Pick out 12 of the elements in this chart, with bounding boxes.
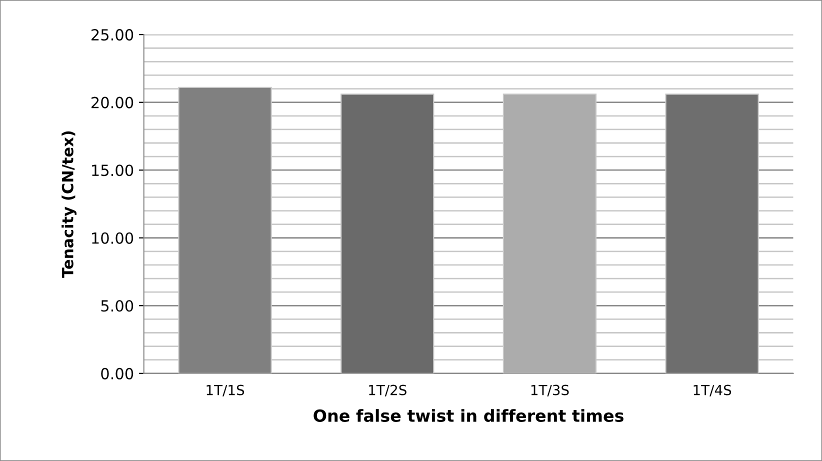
y-tick-label: 10.00 xyxy=(92,232,134,244)
x-tick-label: 1T/1S xyxy=(206,384,244,396)
x-axis-title: One false twist in different times xyxy=(314,409,624,422)
y-axis-title: Tenacity (CN/tex) xyxy=(62,131,76,278)
y-tick-label: 20.00 xyxy=(92,96,134,108)
x-tick-label: 1T/3S xyxy=(531,384,569,396)
y-tick-label: 0.00 xyxy=(101,368,134,380)
x-tick-label: 1T/4S xyxy=(694,384,732,396)
y-tick-label: 25.00 xyxy=(92,29,134,41)
y-tick-label: 15.00 xyxy=(92,164,134,176)
x-tick-label: 1T/2S xyxy=(369,384,406,396)
y-tick-label: 5.00 xyxy=(101,300,134,312)
